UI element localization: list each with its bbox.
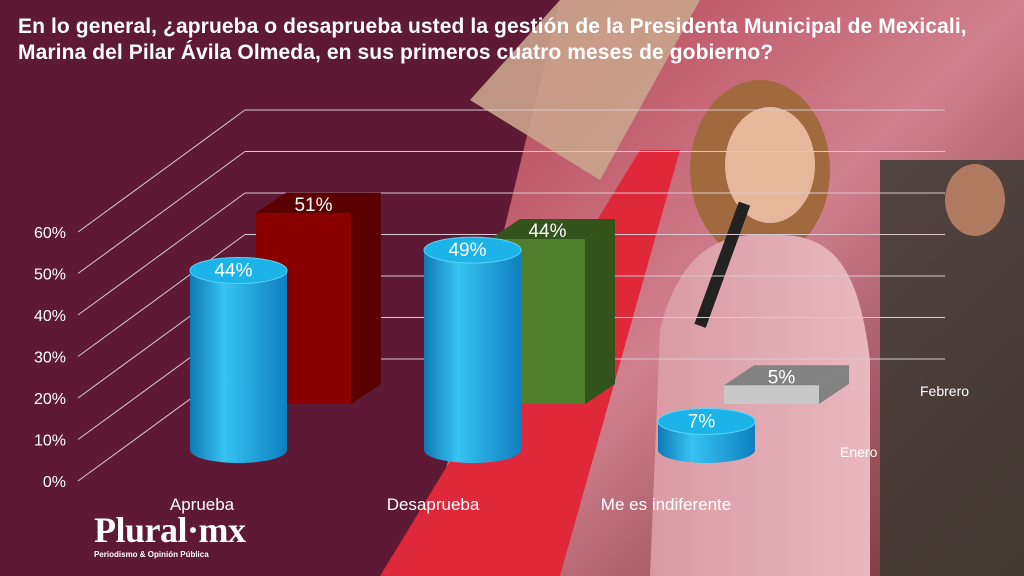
data-label-febrero: 5% <box>768 367 796 388</box>
bar-enero <box>423 236 522 464</box>
y-tick-label: 60% <box>34 225 66 242</box>
y-tick-label: 0% <box>43 474 66 491</box>
logo-text: Plural·mx <box>94 510 246 550</box>
cylinder-top <box>423 236 522 264</box>
y-tick-label: 20% <box>34 391 66 408</box>
category-label: Desaprueba <box>387 495 480 514</box>
data-label-enero: 49% <box>448 240 486 261</box>
series-labels: Enero Febrero <box>840 383 969 460</box>
cylinder-body <box>190 270 287 464</box>
logo-tagline: Periodismo & Opinión Pública <box>94 550 209 559</box>
bar-top <box>490 219 615 239</box>
category-label: Aprueba <box>170 495 235 514</box>
data-label-enero: 7% <box>688 411 716 432</box>
data-label-febrero: 51% <box>294 195 332 216</box>
gridline-depth <box>77 151 246 274</box>
y-tick-label: 40% <box>34 308 66 325</box>
background-photo <box>380 0 1024 576</box>
bars <box>189 192 849 464</box>
gridline-depth <box>77 234 246 357</box>
cylinder-top <box>657 407 756 435</box>
data-label-febrero: 44% <box>528 221 566 242</box>
gridline-depth <box>77 192 246 316</box>
category-label: Me es indiferente <box>601 495 731 514</box>
series-label-febrero: Febrero <box>920 383 969 399</box>
x-axis: Aprueba Desaprueba Me es indiferente <box>170 495 731 514</box>
bar-side <box>819 365 849 404</box>
y-tick-label: 10% <box>34 433 66 450</box>
y-tick-label: 30% <box>34 350 66 367</box>
data-labels: 51% 44% 5% 44% 49% 7% <box>214 195 795 433</box>
y-axis: 0% 10% 20% 30% 40% 50% 60% <box>34 225 66 491</box>
bar-febrero <box>256 192 381 404</box>
bar-front <box>724 385 819 404</box>
bar-top <box>724 365 849 386</box>
chart-title: En lo general, ¿aprueba o desaprueba ust… <box>18 15 967 64</box>
cylinder-top <box>189 256 288 284</box>
gridline-depth <box>77 109 246 233</box>
bar-enero <box>657 407 756 464</box>
bar-febrero <box>724 365 849 404</box>
logo: Plural·mx Periodismo & Opinión Pública <box>94 512 246 559</box>
y-tick-label: 50% <box>34 267 66 284</box>
bar-top <box>256 192 381 213</box>
data-label-enero: 44% <box>214 260 252 281</box>
bar-side <box>351 192 381 404</box>
series-label-enero: Enero <box>840 444 878 460</box>
bar-enero <box>189 256 288 464</box>
bar-side <box>585 219 615 404</box>
cylinder-body <box>423 250 521 464</box>
